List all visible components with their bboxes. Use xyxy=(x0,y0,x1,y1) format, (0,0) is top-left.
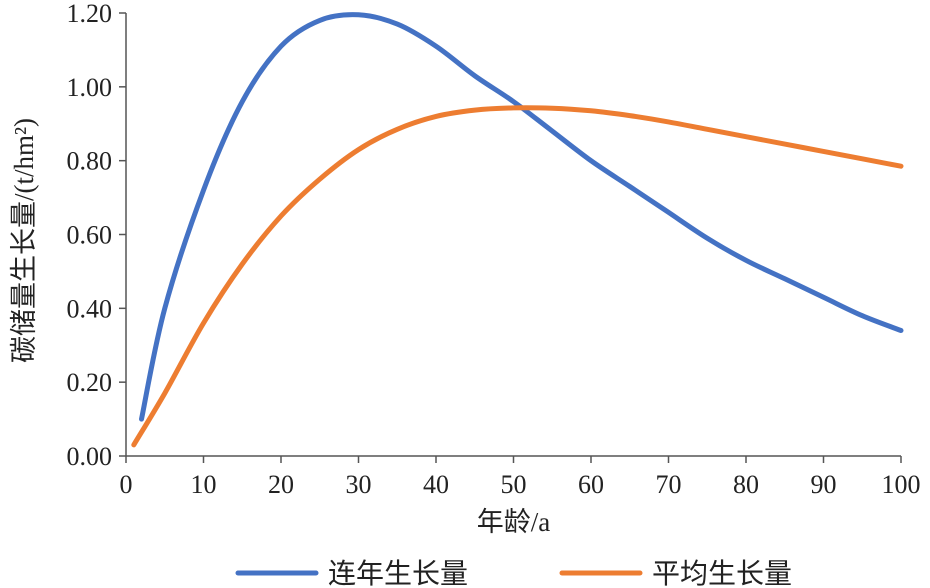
series-layer xyxy=(131,12,904,448)
x-tick-label: 30 xyxy=(346,470,372,499)
x-tick-label: 0 xyxy=(120,470,133,499)
legend-label-2: 平均生长量 xyxy=(652,558,792,588)
x-tick-label: 70 xyxy=(656,470,682,499)
legend-label-1: 连年生长量 xyxy=(328,558,468,588)
series-line-1 xyxy=(139,12,904,422)
y-tick-label: 0.80 xyxy=(67,147,113,176)
x-tick-label: 10 xyxy=(191,470,217,499)
x-tick-label: 90 xyxy=(811,470,837,499)
x-ticks: 0 10 20 30 40 50 60 70 80 90 100 xyxy=(120,456,921,499)
x-tick-label: 40 xyxy=(423,470,449,499)
x-tick-label: 50 xyxy=(501,470,527,499)
y-tick-label: 1.20 xyxy=(67,0,113,28)
y-tick-label: 0.40 xyxy=(67,294,113,323)
x-tick-label: 80 xyxy=(733,470,759,499)
y-ticks: 0.00 0.20 0.40 0.60 0.80 1.00 1.20 xyxy=(67,0,126,471)
y-tick-label: 1.00 xyxy=(67,73,113,102)
x-axis-title: 年龄/a xyxy=(477,507,551,537)
y-tick-label: 0.20 xyxy=(67,368,113,397)
x-tick-label: 60 xyxy=(578,470,604,499)
series-line-2 xyxy=(131,105,904,448)
y-tick-label: 0.00 xyxy=(67,442,113,471)
x-tick-label: 100 xyxy=(882,470,921,499)
y-tick-label: 0.60 xyxy=(67,221,113,250)
y-axis-title: 碳储量生长量/(t/hm²) xyxy=(9,118,39,363)
axes xyxy=(125,13,901,457)
legend: 连年生长量 平均生长量 xyxy=(235,558,792,588)
x-tick-label: 20 xyxy=(268,470,294,499)
